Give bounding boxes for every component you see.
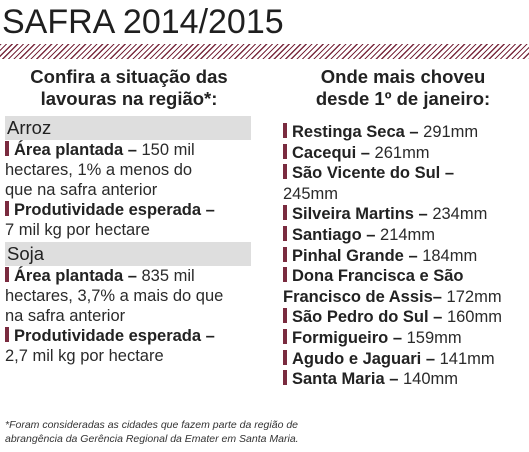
footnote-line-1: *Foram consideradas as cidades que fazem… — [5, 419, 299, 431]
crop-area-soja: Área plantada – 835 mil hectares, 3,7% a… — [5, 266, 253, 326]
bullet-marker-icon — [5, 327, 9, 342]
footnote-line-2: abrangência da Gerência Regional da Emat… — [5, 433, 299, 445]
rainfall-value: 172mm — [441, 287, 502, 306]
city-name: São Pedro do Sul – — [292, 308, 443, 327]
city-name: Restinga Seca – — [292, 123, 419, 141]
area-value: 835 mil — [136, 267, 195, 285]
list-item: Agudo e Jaguari – 141mm — [283, 349, 523, 370]
city-name: Silveira Martins – — [292, 205, 428, 224]
rainfall-value: 140mm — [398, 370, 458, 389]
rainfall-heading-line-1: Onde mais choveu — [320, 66, 486, 87]
rainfall-list: Restinga Seca – 291mm Cacequi – 261mm Sã… — [283, 122, 523, 390]
crop-name-arroz: Arroz — [5, 116, 251, 140]
crop-productivity-soja: Produtividade esperada – 2,7 mil kg por … — [5, 326, 253, 366]
bullet-marker-icon — [283, 246, 287, 262]
city-name: Santiago – — [292, 225, 376, 244]
rainfall-heading: Onde mais choveu desde 1º de janeiro: — [283, 66, 523, 110]
rainfall-value: 141mm — [435, 349, 495, 368]
crops-heading-line-2: lavouras na região*: — [40, 88, 218, 109]
list-item: Dona Francisca e São Francisco de Assis–… — [283, 266, 523, 307]
city-name: Dona Francisca e São — [292, 267, 464, 286]
list-item: Silveira Martins – 234mm — [283, 204, 523, 225]
bullet-marker-icon — [283, 205, 287, 221]
list-item: Formigueiro – 159mm — [283, 328, 523, 349]
rainfall-value: 291mm — [418, 123, 479, 141]
productivity-label: Produtividade esperada – — [14, 327, 215, 345]
city-name: Cacequi – — [292, 143, 370, 162]
city-name: São Vicente do Sul – — [292, 164, 454, 183]
bullet-marker-icon — [283, 328, 287, 344]
rainfall-heading-line-2: desde 1º de janeiro: — [315, 88, 491, 109]
bullet-marker-icon — [5, 141, 9, 156]
crops-section: Confira a situação das lavouras na regiã… — [5, 66, 253, 366]
crops-heading-line-1: Confira a situação das — [30, 66, 228, 87]
list-item: São Pedro do Sul – 160mm — [283, 307, 523, 328]
bullet-marker-icon — [5, 267, 9, 282]
rainfall-value: 184mm — [417, 246, 478, 265]
rainfall-value: 160mm — [442, 308, 502, 327]
crop-name-soja: Soja — [5, 242, 251, 266]
productivity-value: 2,7 mil kg por hectare — [5, 347, 164, 365]
bullet-marker-icon — [283, 143, 287, 159]
list-item: São Vicente do Sul – 245mm — [283, 163, 523, 204]
crop-area-arroz: Área plantada – 150 mil hectares, 1% a m… — [5, 140, 253, 200]
rainfall-value: 245mm — [283, 184, 339, 203]
page-title: SAFRA 2014/2015 — [2, 3, 284, 41]
bullet-marker-icon — [5, 201, 9, 216]
area-value: 150 mil — [136, 141, 195, 159]
city-name-continued: Francisco de Assis– — [283, 287, 442, 306]
list-item: Restinga Seca – 291mm — [283, 122, 523, 143]
list-item: Pinhal Grande – 184mm — [283, 246, 523, 267]
bullet-marker-icon — [283, 123, 287, 138]
bullet-marker-icon — [283, 349, 287, 365]
list-item: Santiago – 214mm — [283, 225, 523, 246]
area-detail-line: na safra anterior — [5, 307, 126, 325]
bullet-marker-icon — [283, 164, 287, 180]
bullet-marker-icon — [283, 225, 287, 241]
area-label: Área plantada – — [14, 141, 137, 159]
city-name: Formigueiro – — [292, 328, 403, 347]
title-divider — [0, 44, 529, 59]
area-detail-line: hectares, 1% a menos do — [5, 161, 193, 179]
area-detail-line: que na safra anterior — [5, 181, 158, 199]
city-name: Pinhal Grande – — [292, 246, 418, 265]
area-detail-line: hectares, 3,7% a mais do que — [5, 287, 224, 305]
city-name: Agudo e Jaguari – — [292, 349, 436, 368]
list-item: Cacequi – 261mm — [283, 143, 523, 164]
productivity-label: Produtividade esperada – — [14, 201, 215, 219]
rainfall-value: 214mm — [375, 225, 436, 244]
bullet-marker-icon — [283, 267, 287, 283]
bullet-marker-icon — [283, 308, 287, 324]
city-name: Santa Maria – — [292, 370, 399, 389]
crop-productivity-arroz: Produtividade esperada – 7 mil kg por he… — [5, 200, 253, 240]
productivity-value: 7 mil kg por hectare — [5, 221, 150, 239]
footnote: *Foram consideradas as cidades que fazem… — [5, 418, 525, 446]
rainfall-value: 159mm — [402, 328, 462, 347]
rainfall-value: 234mm — [427, 205, 488, 224]
rainfall-value: 261mm — [369, 143, 430, 162]
list-item: Santa Maria – 140mm — [283, 369, 523, 390]
rainfall-section: Onde mais choveu desde 1º de janeiro: Re… — [283, 66, 523, 390]
area-label: Área plantada – — [14, 267, 137, 285]
crops-heading: Confira a situação das lavouras na regiã… — [5, 66, 253, 110]
bullet-marker-icon — [283, 370, 287, 386]
